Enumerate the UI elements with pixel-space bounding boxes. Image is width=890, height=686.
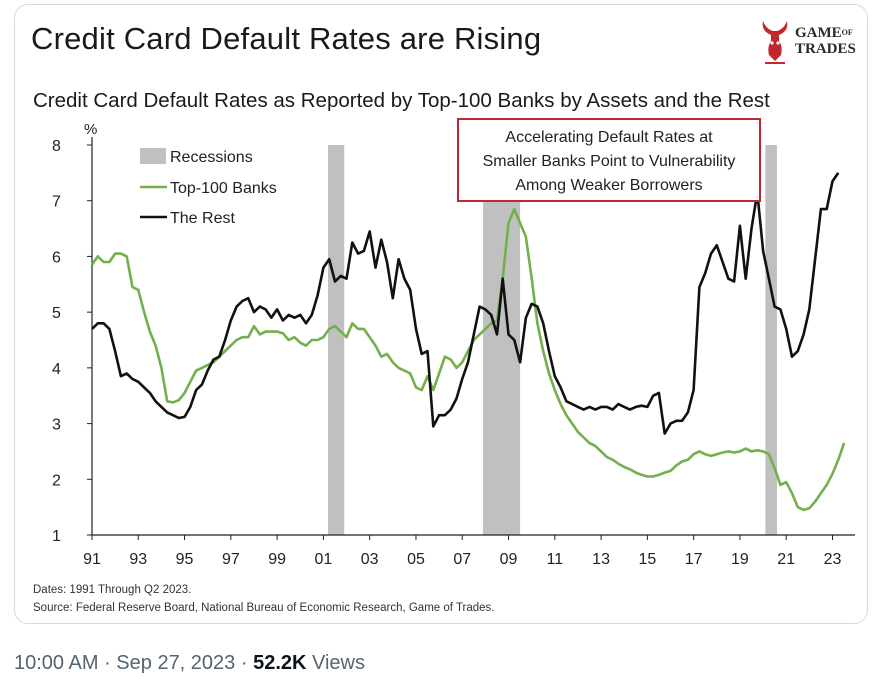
dates-note: Dates: 1991 Through Q2 2023. [33,584,192,596]
y-tick-label: 3 [52,417,61,434]
source-note: Source: Federal Reserve Board, National … [33,602,495,614]
legend-swatch-recessions [140,148,166,164]
x-tick-label: 97 [222,551,240,568]
tweet-date[interactable]: Sep 27, 2023 [116,652,236,674]
chart-subtitle: Credit Card Default Rates as Reported by… [33,89,770,112]
bull-logo-icon [762,21,788,64]
logo-wordmark: GAMEOF TRADES [795,25,856,57]
y-axis-unit-label: % [84,121,97,138]
x-tick-label: 91 [83,551,101,568]
meta-separator: · [98,652,117,674]
x-tick-label: 95 [176,551,194,568]
x-tick-label: 93 [129,551,147,568]
logo-word-game: GAME [795,25,842,41]
chart-title: Credit Card Default Rates are Rising [31,21,542,56]
y-tick-label: 5 [52,305,61,322]
y-tick-label: 4 [52,361,61,378]
x-tick-label: 99 [268,551,286,568]
legend-label-recessions: Recessions [170,149,253,166]
series-line-the-rest [91,172,840,435]
x-tick-label: 09 [500,551,518,568]
y-tick-label: 1 [52,528,61,545]
x-tick-label: 21 [777,551,795,568]
x-tick-label: 07 [453,551,471,568]
y-tick-label: 6 [52,249,61,266]
x-tick-label: 03 [361,551,379,568]
view-count: 52.2K [253,652,307,674]
recession-band [328,145,345,535]
x-tick-label: 01 [315,551,333,568]
tweet-time[interactable]: 10:00 AM [14,652,99,674]
chart-card: Credit Card Default Rates are Rising GAM… [14,4,868,624]
y-tick-label: 7 [52,194,61,211]
x-tick-label: 23 [824,551,842,568]
x-tick-label: 05 [407,551,425,568]
callout-text-line: Accelerating Default Rates at [505,129,713,146]
logo-word-trades: TRADES [795,41,856,57]
views-label: Views [306,652,365,674]
meta-separator: · [235,652,254,674]
recession-band [765,145,777,535]
callout-box [457,118,761,202]
x-tick-label: 11 [547,551,564,568]
callout-text-line: Among Weaker Borrowers [515,177,702,194]
logo-word-of: OF [841,28,853,37]
x-tick-label: 19 [731,551,749,568]
x-tick-label: 13 [592,551,610,568]
x-tick-label: 15 [638,551,656,568]
callout-text-line: Smaller Banks Point to Vulnerability [483,153,736,170]
tweet-meta: 10:00 AM · Sep 27, 2023 · 52.2K Views [14,652,365,675]
legend-label-top-100-banks: Top-100 Banks [170,180,277,197]
x-tick-label: 17 [685,551,703,568]
y-tick-label: 8 [52,138,61,155]
game-of-trades-logo: GAMEOF TRADES [757,15,861,71]
legend-label-the-rest: The Rest [170,210,235,227]
y-tick-label: 2 [52,472,61,489]
